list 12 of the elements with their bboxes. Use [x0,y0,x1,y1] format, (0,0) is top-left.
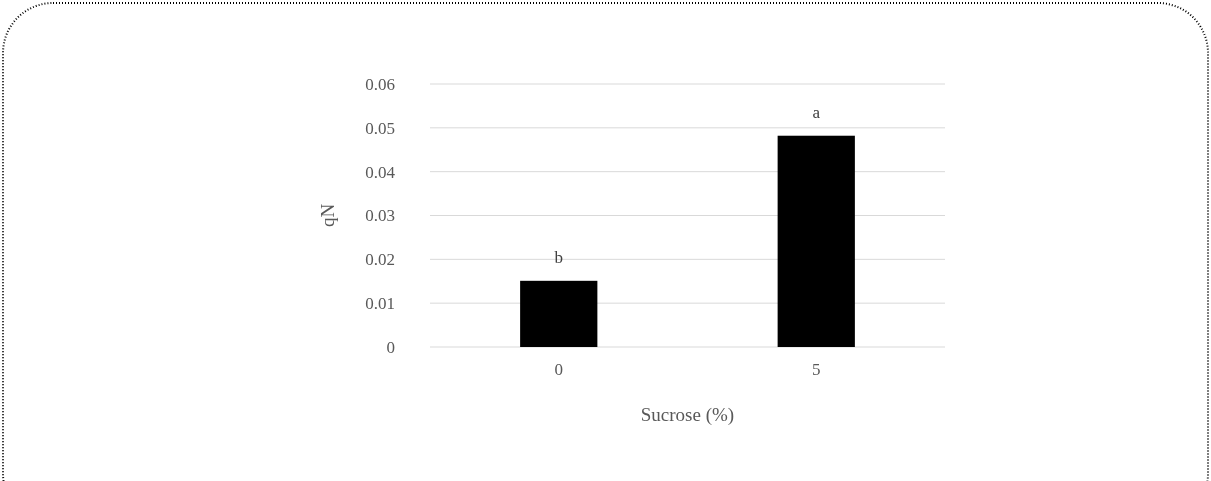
y-tick-label: 0.04 [365,162,396,182]
y-tick-label: 0.06 [365,74,395,94]
y-tick-label: 0.02 [365,250,395,270]
y-tick-label: 0.01 [365,294,395,314]
annotation: b [554,247,563,267]
y-tick-label: 0.05 [365,118,395,138]
x-axis-title: Sucrose (%) [640,404,735,426]
y-axis-title: qN [316,203,338,228]
y-tick-label: 0.03 [365,206,395,226]
x-tick-label: 5 [812,360,821,379]
annotation: a [812,102,821,122]
y-tick-label: 0 [386,337,395,357]
